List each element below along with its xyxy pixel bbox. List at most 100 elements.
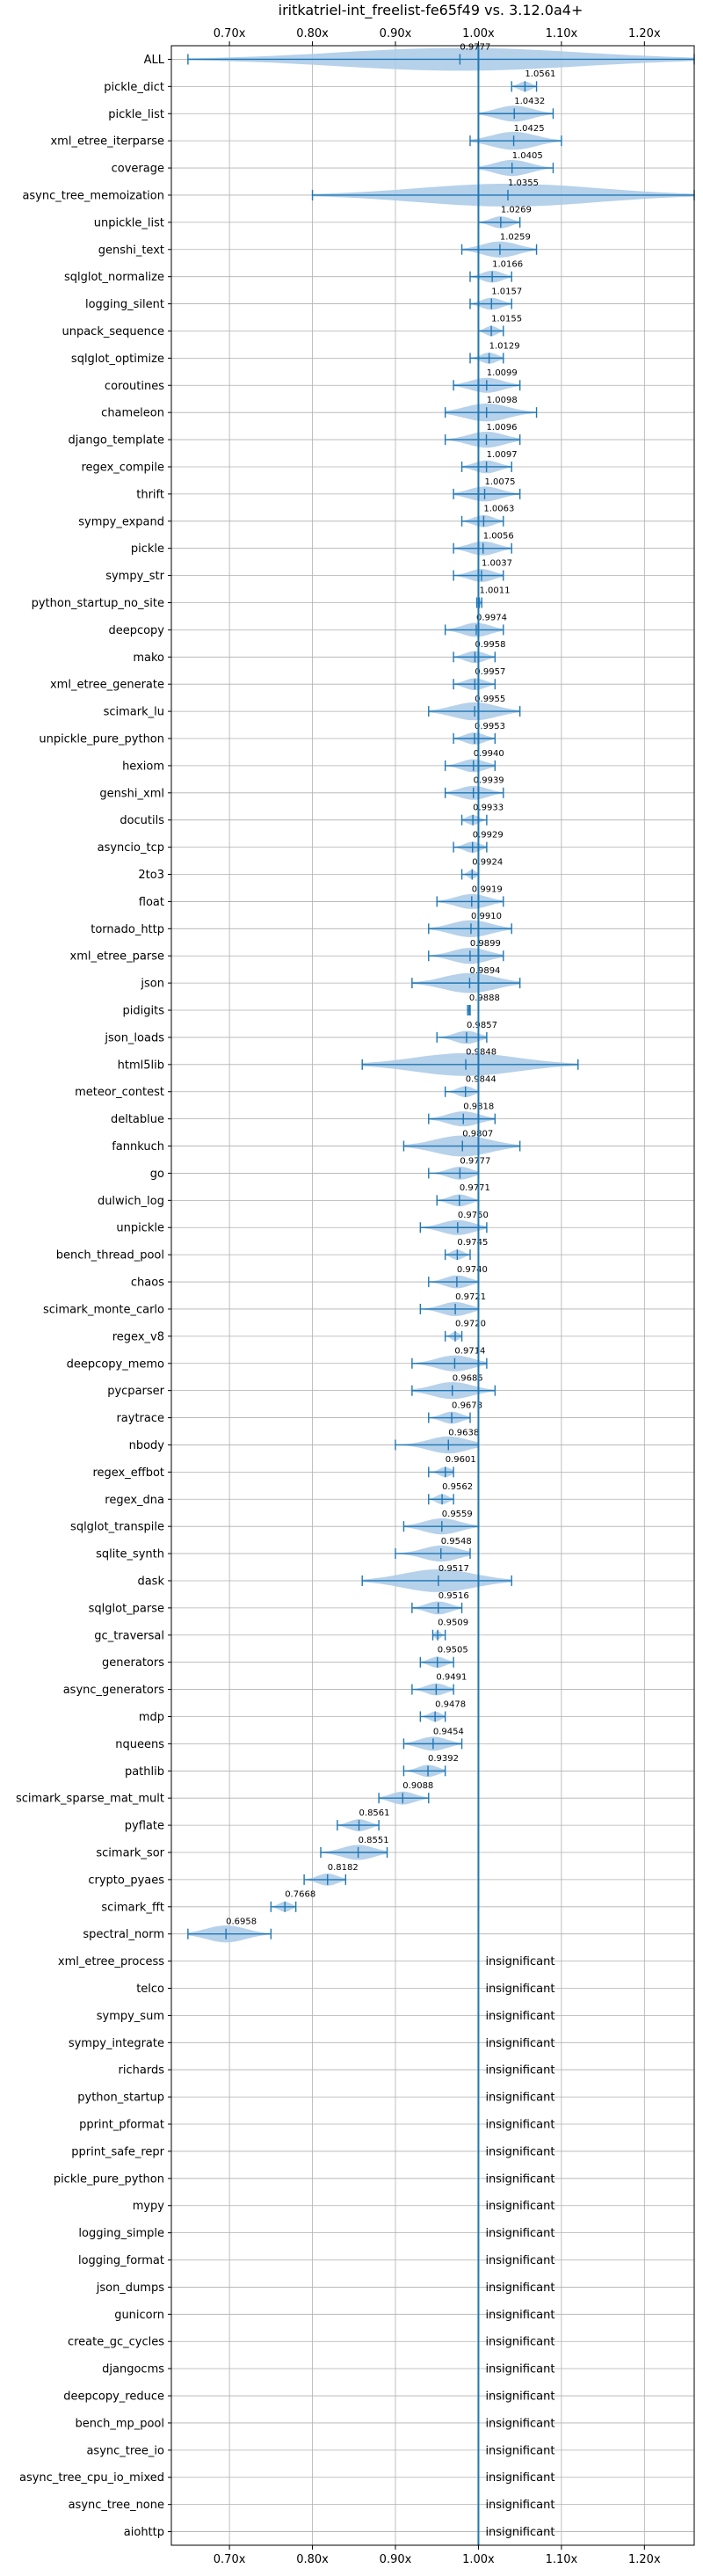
benchmark-label: crypto_pyaes	[88, 1874, 164, 1887]
insignificant-label: insignificant	[485, 2227, 554, 2240]
insignificant-label: insignificant	[485, 2363, 554, 2376]
benchmark-label: bench_mp_pool	[75, 2417, 164, 2430]
insignificant-label: insignificant	[485, 2254, 554, 2267]
mean-value-label: 0.9562	[442, 1482, 473, 1492]
mean-value-label: 1.0098	[487, 396, 518, 405]
insignificant-label: insignificant	[485, 2309, 554, 2322]
benchmark-label: regex_v8	[112, 1330, 164, 1343]
benchmark-label: html5lib	[118, 1059, 164, 1072]
mean-value-label: 1.0166	[492, 260, 523, 270]
mean-value-label: 1.0355	[508, 178, 539, 188]
x-tick-label-top: 0.90x	[380, 27, 412, 40]
x-tick-label-bottom: 0.90x	[380, 2553, 412, 2566]
mean-value-label: 0.9777	[460, 42, 490, 52]
mean-value-label: 1.0269	[501, 206, 532, 215]
benchmark-label: go	[150, 1168, 164, 1181]
benchmark-label: async_tree_none	[69, 2499, 164, 2512]
mean-value-label: 1.0561	[525, 69, 555, 79]
benchmark-label: generators	[102, 1656, 164, 1670]
mean-value-label: 0.9955	[475, 695, 505, 704]
mean-value-label: 1.0129	[489, 341, 520, 351]
mean-value-label: 1.0097	[487, 450, 518, 460]
benchmark-label: pprint_pformat	[79, 2119, 164, 2132]
benchmark-label: unpickle_pure_python	[39, 733, 164, 746]
mean-value-label: 1.0075	[485, 477, 516, 487]
insignificant-label: insignificant	[485, 2444, 554, 2457]
benchmark-label: sympy_sum	[97, 2010, 164, 2023]
mean-value-label: 0.9478	[435, 1699, 466, 1709]
mean-value-label: 0.9848	[466, 1048, 496, 1058]
mean-value-label: 0.9844	[466, 1075, 496, 1085]
insignificant-label: insignificant	[485, 1955, 554, 1968]
mean-value-label: 1.0096	[487, 423, 518, 433]
mean-value-label: 0.9678	[452, 1401, 482, 1410]
insignificant-label: insignificant	[485, 2390, 554, 2404]
benchmark-label: dask	[137, 1575, 164, 1588]
benchmark-label: unpickle_list	[94, 216, 164, 229]
benchmark-label: scimark_monte_carlo	[43, 1303, 164, 1316]
benchmark-label: sympy_integrate	[69, 2037, 164, 2050]
benchmark-label: sqlglot_optimize	[71, 353, 164, 366]
mean-value-label: 0.9601	[446, 1455, 476, 1465]
benchmark-label: regex_effbot	[92, 1466, 164, 1480]
benchmark-label: create_gc_cycles	[68, 2336, 164, 2349]
benchmark-label: genshi_text	[98, 244, 164, 257]
x-tick-label-bottom: 1.10x	[546, 2553, 578, 2566]
benchmark-label: logging_silent	[85, 298, 164, 311]
mean-value-label: 1.0157	[491, 287, 522, 296]
x-tick-label-top: 0.70x	[214, 27, 246, 40]
benchmark-label: sqlglot_parse	[89, 1602, 164, 1615]
benchmark-label: pidigits	[123, 1005, 165, 1018]
benchmark-label: sqlglot_normalize	[64, 271, 164, 284]
benchmark-label: pathlib	[125, 1765, 164, 1779]
benchmark-label: tornado_http	[91, 923, 164, 936]
benchmark-label: xml_etree_iterparse	[50, 135, 164, 149]
mean-value-label: 0.9777	[460, 1156, 490, 1166]
mean-value-label: 0.7668	[285, 1890, 315, 1900]
benchmark-label: pprint_safe_repr	[71, 2145, 164, 2158]
mean-value-label: 0.9714	[454, 1347, 485, 1357]
benchmark-label: pickle_list	[108, 108, 164, 121]
benchmark-label: gunicorn	[114, 2309, 164, 2322]
mean-value-label: 0.9088	[402, 1781, 433, 1791]
chart-title: iritkatriel-int_freelist-fe65f49 vs. 3.1…	[278, 2, 583, 18]
benchmark-label: asyncio_tcp	[98, 841, 164, 855]
insignificant-label: insignificant	[485, 2499, 554, 2512]
benchmark-label: async_tree_io	[86, 2444, 164, 2457]
mean-value-label: 0.9750	[458, 1211, 489, 1220]
x-tick-label-top: 1.10x	[546, 27, 578, 40]
benchmark-label: sympy_expand	[78, 515, 164, 528]
mean-value-label: 0.9924	[472, 857, 503, 867]
benchmark-label: scimark_fft	[101, 1901, 164, 1914]
benchmark-label: spectral_norm	[83, 1928, 164, 1941]
mean-value-label: 0.9919	[472, 884, 503, 894]
benchmark-label: coverage	[112, 163, 164, 176]
x-tick-label-bottom: 0.80x	[296, 2553, 329, 2566]
benchmark-label: json_dumps	[96, 2281, 164, 2295]
benchmark-label: xml_etree_parse	[70, 950, 164, 964]
benchmark-label: sqlglot_transpile	[70, 1521, 164, 1534]
mean-value-label: 0.9857	[467, 1021, 497, 1030]
mean-value-label: 0.9638	[448, 1428, 479, 1437]
benchmark-label: telco	[136, 1983, 164, 1996]
mean-value-label: 0.9933	[473, 804, 504, 813]
insignificant-label: insignificant	[485, 2119, 554, 2132]
benchmark-label: scimark_sor	[96, 1846, 164, 1859]
benchmark-label: logging_simple	[78, 2227, 164, 2240]
mean-value-label: 0.9974	[476, 613, 507, 622]
benchmark-label: logging_format	[78, 2254, 164, 2267]
benchmark-label: nbody	[129, 1439, 165, 1452]
insignificant-label: insignificant	[485, 2145, 554, 2158]
mean-value-label: 0.9939	[474, 776, 504, 786]
insignificant-label: insignificant	[485, 2037, 554, 2050]
mean-value-label: 0.9516	[438, 1591, 469, 1601]
benchmark-label: regex_compile	[81, 461, 164, 474]
x-tick-label-top: 1.00x	[462, 27, 495, 40]
mean-value-label: 1.0405	[512, 151, 543, 161]
benchmark-label: python_startup	[77, 2092, 164, 2105]
benchmark-label: deltablue	[111, 1113, 164, 1126]
benchmark-label: scimark_sparse_mat_mult	[16, 1793, 164, 1806]
benchmark-label: meteor_contest	[75, 1086, 164, 1099]
insignificant-label: insignificant	[485, 2417, 554, 2430]
mean-value-label: 1.0259	[500, 233, 531, 243]
